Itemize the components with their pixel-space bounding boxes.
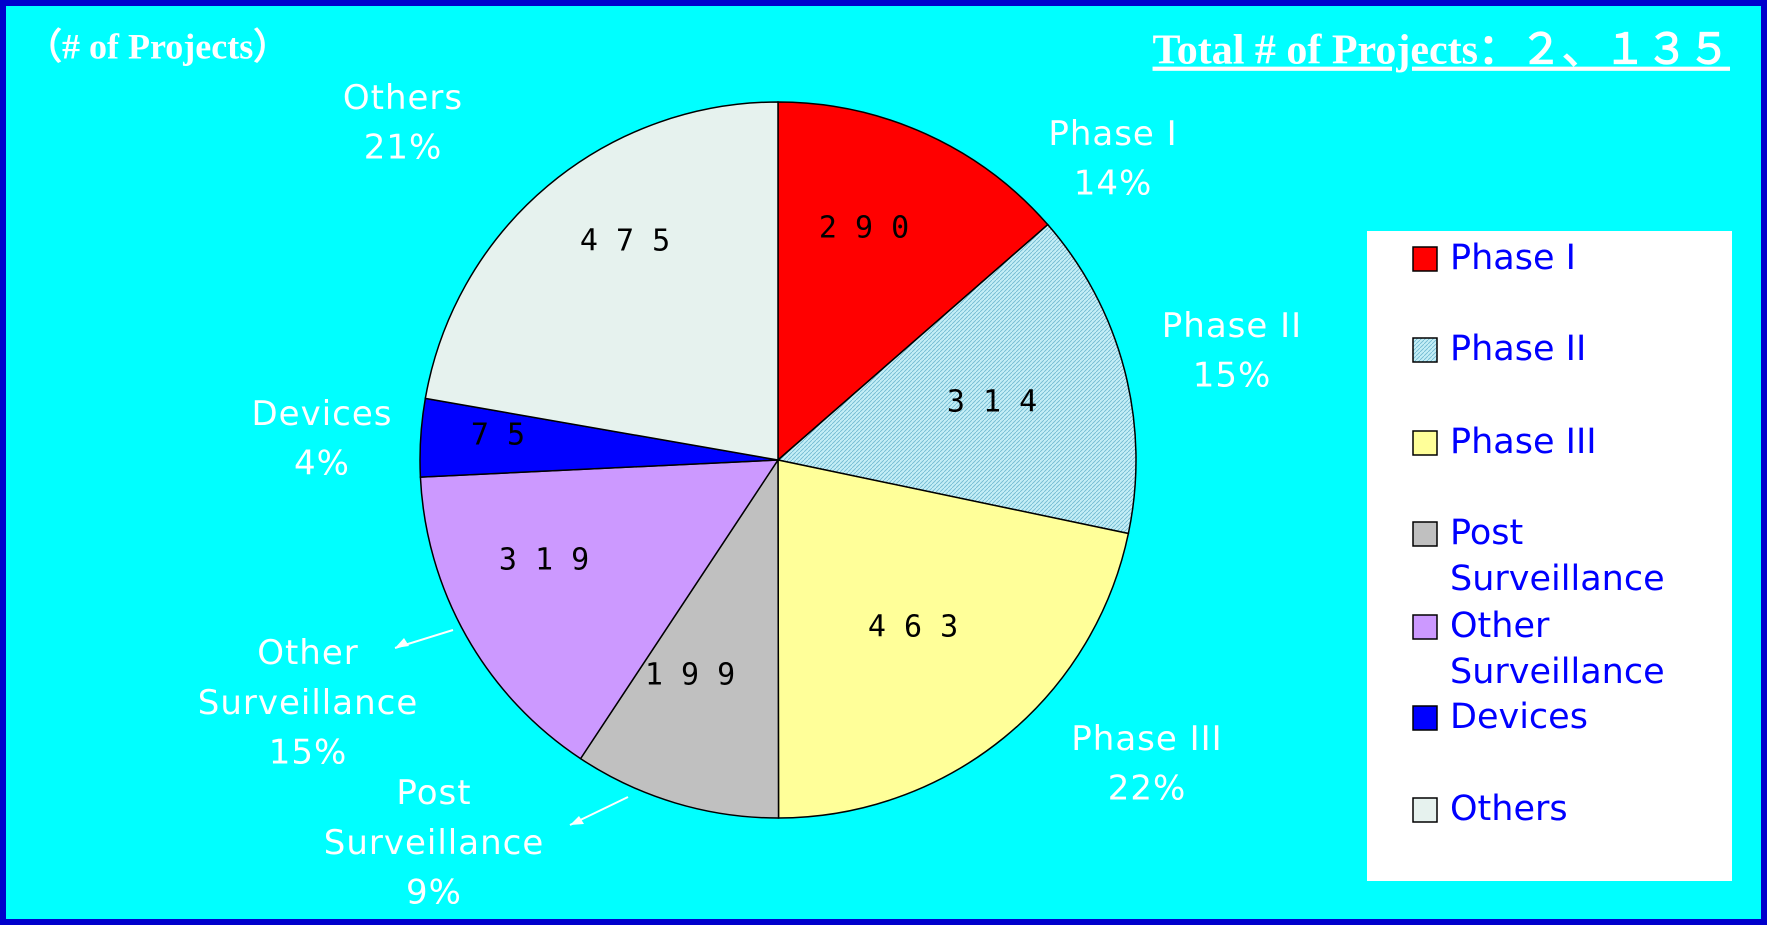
chart-subtitle: Total # of Projects：２、１３５	[1153, 28, 1730, 74]
leader-arrow-head	[570, 816, 584, 825]
percent-label: 22%	[1108, 769, 1187, 809]
percent-label: 15%	[269, 733, 348, 773]
category-label: Phase I	[1048, 114, 1177, 154]
percent-label: 9%	[406, 873, 462, 913]
legend-swatch	[1412, 337, 1438, 363]
pie-slice	[419, 459, 780, 760]
leader-arrow-head	[395, 638, 409, 648]
value-label: 4 7 5	[580, 224, 670, 259]
percent-label: 21%	[364, 128, 443, 168]
value-label: 7 5	[471, 418, 525, 453]
pie-slice	[579, 457, 780, 819]
legend-swatch	[1412, 430, 1438, 456]
pie-slice	[424, 101, 779, 461]
pie-slice	[777, 459, 1130, 819]
category-label: Post Surveillance	[324, 773, 544, 863]
value-label: 3 1 9	[499, 543, 589, 578]
legend-label: Phase III	[1450, 422, 1597, 462]
category-label: Phase II	[1162, 306, 1302, 346]
legend-swatch	[1412, 246, 1438, 272]
legend-swatch	[1412, 521, 1438, 547]
category-label: Others	[343, 78, 463, 118]
percent-label: 4%	[294, 444, 350, 484]
legend-label: Phase I	[1450, 238, 1576, 278]
percent-label: 15%	[1193, 356, 1272, 396]
category-label: Devices	[252, 394, 393, 434]
legend-label: Post Surveillance	[1450, 513, 1665, 599]
chart-title: （# of Projects）	[26, 26, 289, 66]
legend-label: Others	[1450, 789, 1568, 829]
legend-label: Devices	[1450, 697, 1588, 737]
category-label: Phase III	[1071, 719, 1222, 759]
legend-swatch	[1412, 614, 1438, 640]
legend-swatch	[1412, 797, 1438, 823]
value-label: 3 1 4	[947, 385, 1037, 420]
category-label: Other Surveillance	[198, 633, 418, 723]
value-label: 1 9 9	[645, 658, 735, 693]
percent-label: 14%	[1074, 164, 1153, 204]
pie-slice	[776, 223, 1137, 535]
legend-swatch	[1412, 705, 1438, 731]
value-label: 2 9 0	[819, 211, 909, 246]
pie-slice	[777, 101, 1049, 462]
value-label: 4 6 3	[868, 610, 958, 645]
legend-label: Phase II	[1450, 329, 1586, 369]
legend-label: Other Surveillance	[1450, 606, 1665, 692]
